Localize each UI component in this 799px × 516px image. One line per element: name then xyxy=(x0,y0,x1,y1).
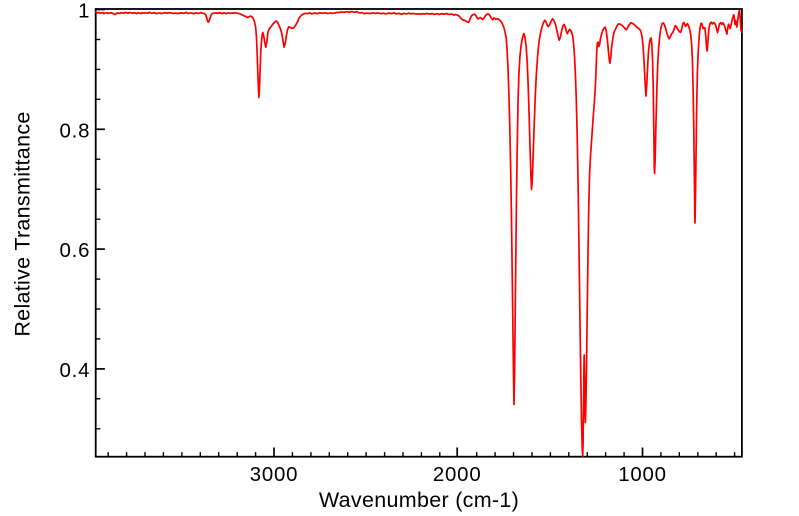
svg-text:3000: 3000 xyxy=(250,464,299,486)
svg-text:2000: 2000 xyxy=(433,464,482,486)
svg-text:0.8: 0.8 xyxy=(60,120,91,142)
svg-text:1: 1 xyxy=(78,1,90,23)
svg-text:Relative Transmittance: Relative Transmittance xyxy=(11,111,35,336)
svg-text:1000: 1000 xyxy=(618,464,667,486)
svg-text:0.6: 0.6 xyxy=(60,240,91,262)
svg-text:Wavenumber (cm-1): Wavenumber (cm-1) xyxy=(319,488,519,512)
svg-text:0.4: 0.4 xyxy=(60,360,91,382)
